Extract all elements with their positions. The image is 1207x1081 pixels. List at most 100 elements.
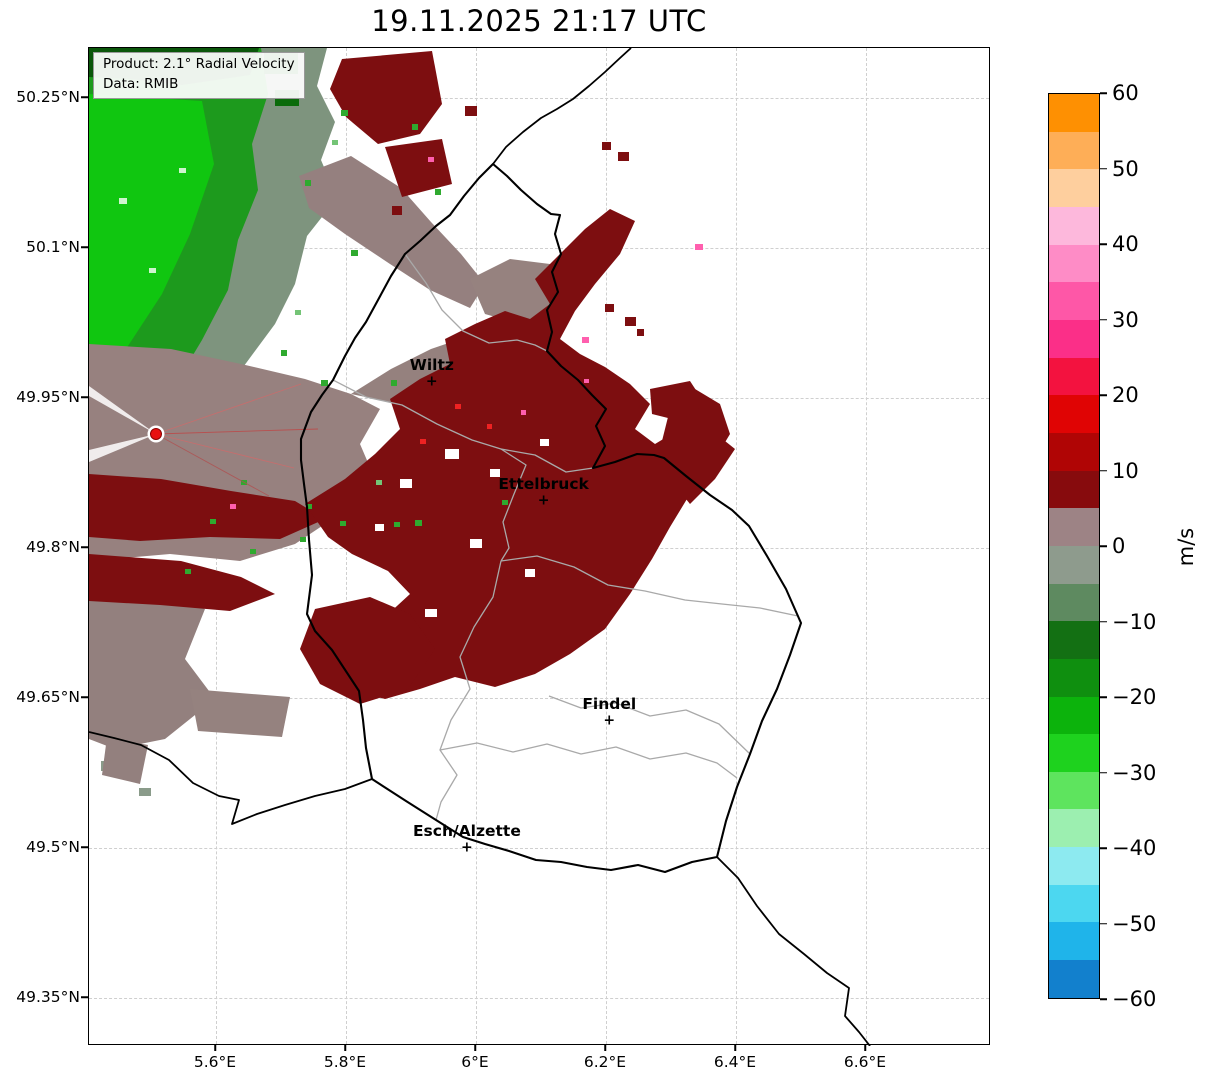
colorbar-tick-mark: [1100, 394, 1107, 396]
colorbar-tick-label: −50: [1112, 911, 1157, 936]
y-tick-label: 50.1°N: [26, 238, 80, 256]
y-tick-label: 49.95°N: [16, 388, 80, 406]
city-label: Esch/Alzette: [412, 822, 521, 840]
grid-line-vertical: [866, 48, 867, 1044]
map-canvas: [89, 48, 871, 1046]
colorbar-band: [1049, 282, 1099, 320]
colorbar-tick-mark: [1100, 771, 1107, 774]
colorbar-tick-label: −30: [1112, 760, 1157, 785]
x-tick-mark: [604, 1045, 606, 1051]
colorbar-band: [1049, 395, 1099, 433]
colorbar-tick-mark: [1100, 620, 1107, 623]
radar-beam-lines: [89, 383, 319, 497]
colorbar-band: [1049, 244, 1099, 283]
x-tick-label: 5.6°E: [193, 1053, 237, 1071]
colorbar-tick-mark: [1100, 92, 1107, 94]
colorbar-band: [1049, 545, 1099, 584]
colorbar-band: [1049, 470, 1099, 509]
colorbar-band: [1049, 508, 1099, 546]
colorbar-tick-label: 40: [1112, 232, 1139, 256]
colorbar-band: [1049, 809, 1099, 848]
colorbar-tick-mark: [1100, 318, 1107, 321]
y-tick-label: 49.65°N: [16, 688, 80, 706]
product-info-box: Product: 2.1° Radial Velocity Data: RMIB: [93, 52, 305, 100]
colorbar-band: [1049, 771, 1099, 810]
colorbar-tick-mark: [1100, 998, 1107, 1000]
colorbar-tick-label: 10: [1112, 458, 1139, 483]
colorbar-tick-label: 0: [1112, 534, 1126, 558]
colorbar-band: [1049, 696, 1099, 735]
colorbar-band: [1049, 960, 1099, 998]
y-tick-label: 50.25°N: [16, 88, 80, 106]
y-tick-mark: [81, 546, 88, 548]
x-tick-label: 6°E: [461, 1053, 489, 1071]
y-tick-mark: [81, 996, 88, 998]
x-tick-label: 6.6°E: [843, 1053, 887, 1071]
luxembourg-border: [299, 162, 803, 874]
y-tick-mark: [81, 246, 88, 248]
figure-title: 19.11.2025 21:17 UTC: [371, 4, 707, 38]
y-tick-mark: [81, 96, 88, 98]
colorbar-tick-mark: [1100, 167, 1107, 170]
colorbar-tick-mark: [1100, 922, 1107, 925]
y-tick-mark: [81, 846, 88, 848]
colorbar-band: [1049, 734, 1099, 772]
speckle-echoes: [185, 110, 703, 574]
y-tick-label: 49.8°N: [26, 538, 80, 556]
colorbar-band: [1049, 206, 1099, 245]
x-tick-mark: [734, 1045, 736, 1051]
colorbar-tick-mark: [1100, 545, 1107, 547]
city-marker: +: [537, 492, 550, 509]
colorbar-band: [1049, 658, 1099, 697]
neighbor-country-borders: [89, 48, 871, 1046]
colorbar-band: [1049, 357, 1099, 396]
colorbar-band: [1049, 884, 1099, 923]
grid-line-vertical: [736, 48, 737, 1044]
colorbar-band: [1049, 94, 1099, 132]
colorbar-tick-label: 20: [1112, 383, 1139, 407]
colorbar-tick-mark: [1100, 243, 1107, 245]
colorbar-band: [1049, 922, 1099, 961]
colorbar-unit-label: m/s: [1174, 527, 1198, 567]
echo-outbound-red-region: [89, 51, 735, 704]
colorbar-tick-label: 30: [1112, 307, 1139, 332]
colorbar-tick-label: −40: [1112, 836, 1157, 860]
x-tick-mark: [474, 1045, 476, 1051]
x-tick-mark: [214, 1045, 216, 1051]
grid-line-horizontal: [89, 98, 989, 99]
city-label: Ettelbruck: [498, 475, 589, 493]
map-plot-area: + Wiltz + Ettelbruck + Findel + Esch/Alzette Pr…: [88, 47, 990, 1046]
colorbar-tick-label: −60: [1112, 987, 1157, 1011]
city-marker: +: [603, 712, 616, 729]
y-tick-mark: [81, 696, 88, 698]
grid-line-horizontal: [89, 248, 989, 249]
x-tick-mark: [344, 1045, 346, 1051]
grid-line-horizontal: [89, 698, 989, 699]
colorbar-band: [1049, 319, 1099, 358]
colorbar-tick-mark: [1100, 696, 1107, 698]
colorbar-band: [1049, 583, 1099, 622]
product-info-line2: Data: RMIB: [103, 75, 179, 92]
colorbar-tick-mark: [1100, 847, 1107, 849]
colorbar-band: [1049, 847, 1099, 885]
city-label: Wiltz: [409, 356, 454, 374]
colorbar-band: [1049, 131, 1099, 170]
city-layer: + Wiltz + Ettelbruck + Findel + Esch/Alzette: [89, 48, 989, 1044]
product-info-line1: Product: 2.1° Radial Velocity: [103, 56, 295, 72]
colorbar: [1048, 93, 1100, 999]
colorbar-band: [1049, 432, 1099, 471]
colorbar-tick-mark: [1100, 469, 1107, 472]
city-marker: +: [425, 373, 438, 390]
x-tick-label: 5.8°E: [323, 1053, 367, 1071]
colorbar-tick-label: −10: [1112, 609, 1157, 634]
colorbar-band: [1049, 169, 1099, 207]
colorbar-tick-label: −20: [1112, 685, 1157, 709]
grid-line-horizontal: [89, 848, 989, 849]
colorbar-bands: [1049, 94, 1099, 998]
city-label: Findel: [582, 695, 637, 713]
x-tick-label: 6.4°E: [713, 1053, 757, 1071]
y-tick-mark: [81, 396, 88, 398]
x-tick-label: 6.2°E: [583, 1053, 627, 1071]
y-tick-label: 49.35°N: [16, 988, 80, 1006]
